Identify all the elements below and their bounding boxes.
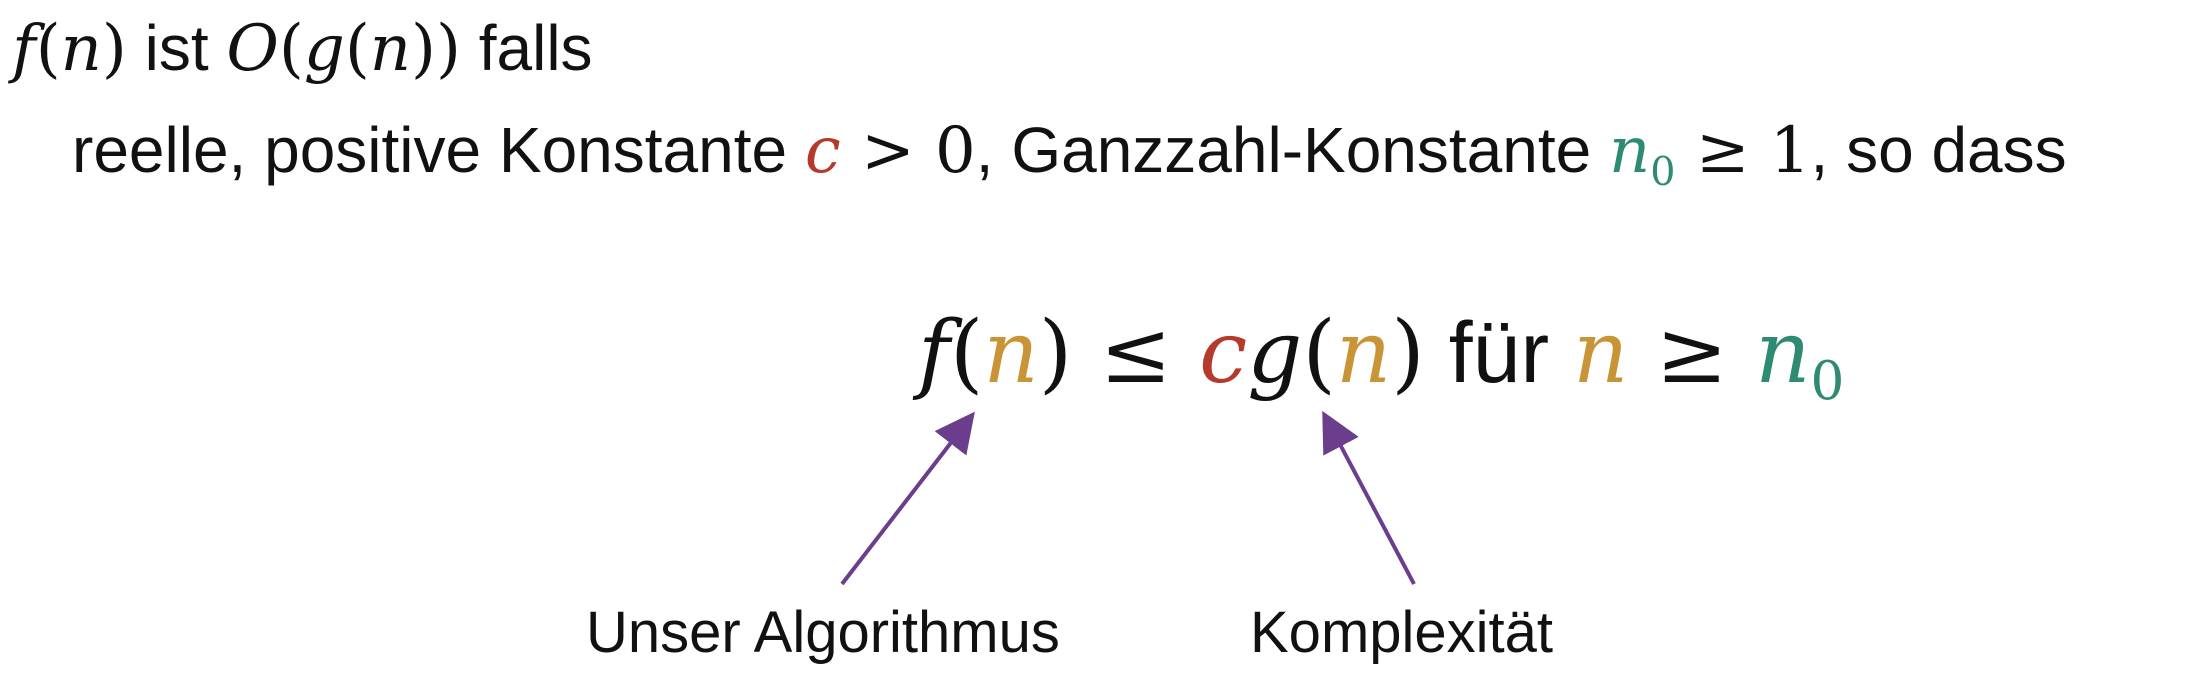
- n-symbol: n: [60, 12, 102, 86]
- big-o-symbol: O: [226, 12, 279, 86]
- n0-base: n: [1609, 114, 1651, 188]
- n-symbol: n: [369, 12, 411, 86]
- word-falls: falls: [460, 12, 593, 84]
- c-constant: c: [804, 114, 841, 188]
- word-ist: ist: [126, 12, 227, 84]
- main-inequality: f(n) ≤ cg(n) für n ≥ n0: [918, 310, 1844, 408]
- n0-subscript: 0: [1810, 350, 1845, 413]
- f-symbol: f: [12, 12, 36, 86]
- label-komplexitaet: Komplexität: [1250, 600, 1554, 665]
- g-symbol: g: [303, 12, 345, 86]
- arrow-to-g-of-n: [1322, 410, 1416, 585]
- paren-open: (: [1302, 303, 1336, 403]
- geq-symbol: ≥: [1628, 303, 1756, 403]
- n0-constant: n0: [1755, 303, 1844, 408]
- condition-middle: , Ganzzahl-Konstante: [975, 114, 1609, 186]
- paren-close: ): [1391, 303, 1425, 403]
- arrow-to-f-of-n: [840, 411, 975, 586]
- n0-constant: n0: [1609, 114, 1675, 192]
- leq-symbol: ≤: [1072, 303, 1200, 403]
- condition-suffix: , so dass: [1810, 114, 2067, 186]
- n0-subscript: 0: [1650, 148, 1676, 195]
- definition-condition: reelle, positive Konstante c > 0, Ganzza…: [72, 118, 2067, 192]
- paren-open: (: [35, 12, 61, 86]
- condition-prefix: reelle, positive Konstante: [72, 114, 805, 186]
- paren-open: (: [949, 303, 984, 403]
- g-symbol: g: [1247, 303, 1303, 403]
- definition-heading: f(n) ist O(g(n)) falls: [12, 16, 593, 81]
- c-constant: c: [1199, 303, 1248, 403]
- n-variable: n: [983, 303, 1039, 403]
- label-unser-algorithmus: Unser Algorithmus: [586, 600, 1060, 665]
- word-fuer: für: [1424, 305, 1573, 401]
- paren-close: ): [1038, 303, 1073, 403]
- paren-open: (: [278, 12, 304, 86]
- paren-close: )): [411, 12, 461, 86]
- n-variable: n: [1335, 303, 1392, 403]
- paren-open: (: [344, 12, 370, 86]
- f-symbol: f: [918, 303, 950, 403]
- n0-base: n: [1755, 303, 1811, 403]
- n-variable: n: [1573, 303, 1629, 403]
- c-greater-zero: > 0: [840, 114, 976, 188]
- n0-geq-one: ≥ 1: [1675, 114, 1811, 188]
- paren-close: ): [101, 12, 127, 86]
